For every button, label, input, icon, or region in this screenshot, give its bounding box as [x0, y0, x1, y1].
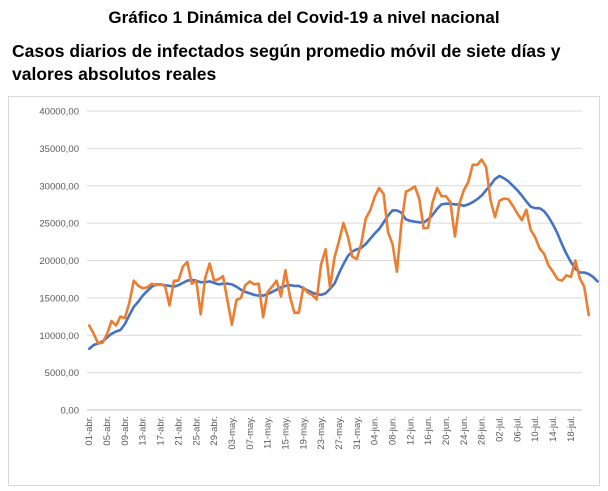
figure-title: Gráfico 1 Dinámica del Covid-19 a nivel … [108, 8, 500, 27]
x-tick-label: 03-may. [227, 416, 238, 450]
y-tick-label: 10000,00 [39, 331, 79, 342]
x-tick-label: 14-jul. [548, 416, 559, 442]
x-tick-label: 05-abr. [102, 416, 113, 446]
y-tick-label: 5000,00 [45, 368, 79, 379]
y-tick-label: 40000,00 [39, 107, 79, 118]
x-tick-label: 19-may. [298, 416, 309, 450]
x-tick-label: 01-abr. [84, 416, 95, 446]
series-line-1 [87, 174, 599, 351]
x-tick-label: 31-may. [352, 416, 363, 450]
x-tick-label: 28-jun. [477, 416, 488, 445]
x-tick-label: 23-may. [316, 416, 327, 450]
y-tick-label: 20000,00 [39, 256, 79, 267]
x-tick-label: 08-jun. [387, 416, 398, 445]
x-tick-label: 10-jul. [530, 416, 541, 442]
chart-area [8, 96, 600, 486]
x-tick-label: 06-jul. [512, 416, 523, 442]
x-tick-label: 27-may. [334, 416, 345, 450]
x-tick-label: 07-may. [245, 416, 256, 450]
x-tick-label: 20-jun. [441, 416, 452, 445]
chart-subtitle: Casos diarios de infectados según promed… [12, 41, 561, 84]
y-tick-label: 0,00 [61, 406, 80, 417]
x-tick-label: 15-may. [280, 416, 291, 450]
y-tick-label: 15000,00 [39, 293, 79, 304]
x-axis-tick-labels: 01-abr. 05-abr. 09-abr. 13-abr. 17-abr. 21-ab… [84, 416, 577, 450]
series-line-2 [87, 158, 591, 345]
series-lines [87, 158, 599, 351]
x-tick-label: 29-abr. [209, 416, 220, 446]
y-tick-label: 30000,00 [39, 181, 79, 192]
x-tick-label: 24-jun. [459, 416, 470, 445]
y-tick-label: 25000,00 [39, 219, 79, 230]
x-tick-label: 02-jul. [495, 416, 506, 442]
x-tick-label: 11-may. [263, 416, 274, 449]
x-tick-label: 16-jun. [423, 416, 434, 445]
y-axis-tick-labels: 0,00 5000,00 10000,00 15000,00 20000,00 25000… [39, 107, 79, 417]
x-tick-label: 09-abr. [120, 416, 131, 446]
x-tick-label: 18-jul. [566, 416, 577, 442]
x-tick-label: 25-abr. [191, 416, 202, 446]
y-tick-label: 35000,00 [39, 144, 79, 155]
x-tick-label: 17-abr. [156, 416, 167, 446]
x-tick-label: 04-jun. [370, 416, 381, 445]
x-tick-label: 13-abr. [138, 416, 149, 446]
x-tick-label: 21-abr. [173, 416, 184, 446]
x-tick-label: 12-jun. [405, 416, 416, 445]
